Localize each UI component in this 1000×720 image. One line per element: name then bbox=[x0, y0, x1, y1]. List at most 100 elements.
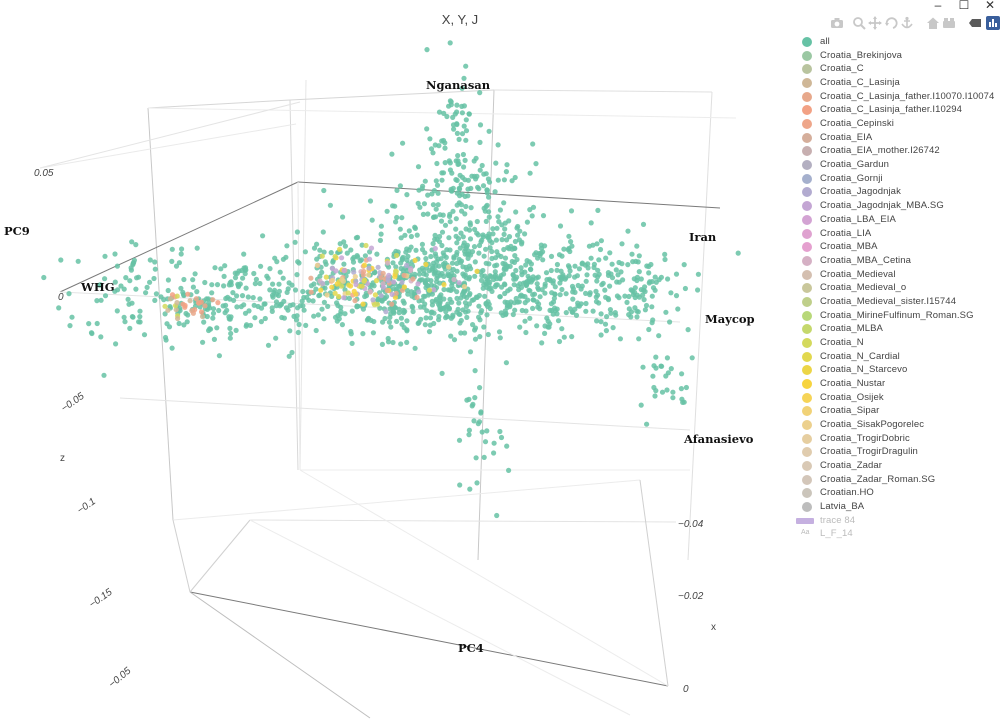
legend-item[interactable]: Croatia_N bbox=[796, 337, 1000, 351]
grid-line bbox=[477, 89, 495, 561]
scatter-point bbox=[472, 336, 479, 342]
close-button[interactable]: ✕ bbox=[984, 0, 996, 12]
legend-item[interactable]: Croatia_EIA bbox=[796, 132, 1000, 146]
legend-item[interactable]: Croatia_Medieval_sister.I15744 bbox=[796, 296, 1000, 310]
plotly-logo-icon[interactable] bbox=[986, 16, 1000, 30]
legend-item[interactable]: Croatia_MBA_Cetina bbox=[796, 255, 1000, 269]
legend-item[interactable]: Croatia_TrogirDragulin bbox=[796, 446, 1000, 460]
scatter-point bbox=[405, 253, 411, 259]
scatter-point bbox=[439, 229, 446, 235]
orbit-icon[interactable] bbox=[884, 16, 898, 30]
legend-item[interactable]: Croatia_Nustar bbox=[796, 378, 1000, 392]
grid-line bbox=[189, 519, 251, 593]
scatter-point bbox=[153, 291, 159, 297]
legend-item[interactable]: trace 84 bbox=[796, 515, 1000, 529]
scatter-point bbox=[489, 248, 495, 255]
scatter-point bbox=[127, 278, 133, 284]
scatter-point bbox=[579, 261, 585, 267]
scatter-point bbox=[598, 332, 604, 338]
scatter-point bbox=[610, 325, 616, 331]
scatter-point bbox=[609, 275, 616, 281]
legend-item[interactable]: Croatia_Cepinski bbox=[796, 118, 1000, 132]
scatter-point bbox=[487, 305, 493, 312]
maximize-button[interactable]: ☐ bbox=[958, 0, 970, 12]
legend-item[interactable]: Croatia_C_Lasinja_father.I10294 bbox=[796, 104, 1000, 118]
legend-item[interactable]: Croatia_Gardun bbox=[796, 159, 1000, 173]
scatter-point bbox=[264, 273, 270, 279]
scatter-point bbox=[178, 251, 184, 257]
camera-icon[interactable] bbox=[830, 16, 844, 30]
legend-item[interactable]: Croatia_C bbox=[796, 63, 1000, 77]
scatter-point bbox=[404, 262, 410, 268]
zoom-icon[interactable] bbox=[852, 16, 866, 30]
turntable-icon[interactable] bbox=[900, 16, 914, 30]
scatter-point bbox=[189, 308, 195, 314]
scatter-point bbox=[204, 313, 210, 320]
legend-item[interactable]: Croatia_LIA bbox=[796, 228, 1000, 242]
legend-item[interactable]: Croatia_Medieval bbox=[796, 269, 1000, 283]
home-icon[interactable] bbox=[926, 16, 940, 30]
scatter-point bbox=[334, 281, 340, 287]
scatter-point bbox=[447, 219, 453, 225]
scatter-point bbox=[398, 235, 404, 241]
scatter-point bbox=[419, 186, 425, 192]
scatter-point bbox=[121, 314, 127, 320]
legend-item[interactable]: Croatia_Jagodnjak bbox=[796, 186, 1000, 200]
legend-item[interactable]: Aa L_F_14 bbox=[796, 528, 1000, 542]
legend-item[interactable]: Croatia_EIA_mother.I26742 bbox=[796, 145, 1000, 159]
scatter-point bbox=[228, 282, 234, 288]
scatter-point bbox=[416, 319, 422, 326]
legend-item[interactable]: Croatia_Jagodnjak_MBA.SG bbox=[796, 200, 1000, 214]
legend-item[interactable]: Croatia_Zadar bbox=[796, 460, 1000, 474]
scatter-point bbox=[425, 211, 431, 217]
legend-item[interactable]: Croatia_MLBA bbox=[796, 323, 1000, 337]
scatter-point bbox=[466, 432, 472, 438]
legend-item[interactable]: all bbox=[796, 36, 1000, 50]
legend-item[interactable]: Croatia_Zadar_Roman.SG bbox=[796, 474, 1000, 488]
scatter-point bbox=[321, 299, 327, 305]
legend-item[interactable]: Croatia_MirineFulfinum_Roman.SG bbox=[796, 310, 1000, 324]
legend-item[interactable]: Croatia_Osijek bbox=[796, 392, 1000, 406]
minimize-button[interactable]: – bbox=[934, 0, 942, 12]
scatter-point bbox=[115, 287, 121, 293]
legend-item[interactable]: Croatian.HO bbox=[796, 487, 1000, 501]
hover-icon[interactable] bbox=[968, 16, 982, 30]
scatter-point bbox=[167, 296, 173, 302]
scatter-point bbox=[320, 229, 326, 235]
scatter-point bbox=[352, 298, 358, 304]
scatter-point bbox=[533, 161, 539, 167]
legend-item[interactable]: Croatia_SisakPogorelec bbox=[796, 419, 1000, 433]
legend-item[interactable]: Latvia_BA bbox=[796, 501, 1000, 515]
legend-item[interactable]: Croatia_Medieval_o bbox=[796, 282, 1000, 296]
legend-item[interactable]: Croatia_Gornji bbox=[796, 173, 1000, 187]
scatter-point bbox=[634, 243, 640, 249]
scatter-point bbox=[435, 256, 441, 262]
scatter-point bbox=[550, 278, 556, 284]
legend-item[interactable]: Croatia_TrogirDobric bbox=[796, 433, 1000, 447]
scatter-point bbox=[468, 252, 474, 258]
scatter-point bbox=[554, 267, 560, 273]
legend-item[interactable]: Croatia_LBA_EIA bbox=[796, 214, 1000, 228]
legend-item[interactable]: Croatia_MBA bbox=[796, 241, 1000, 255]
scatter-point bbox=[501, 231, 507, 237]
legend-item[interactable]: Croatia_Sipar bbox=[796, 405, 1000, 419]
scatter-point bbox=[210, 315, 216, 321]
pan-icon[interactable] bbox=[868, 16, 882, 30]
legend-item[interactable]: Croatia_N_Starcevo bbox=[796, 364, 1000, 378]
legend-item[interactable]: Croatia_N_Cardial bbox=[796, 351, 1000, 365]
scatter-point bbox=[471, 244, 478, 250]
scatter-point bbox=[421, 293, 427, 299]
scatter-point bbox=[352, 274, 358, 280]
scatter-point bbox=[530, 141, 536, 147]
legend-item[interactable]: Croatia_C_Lasinja bbox=[796, 77, 1000, 91]
scatter-point bbox=[506, 246, 512, 252]
scatter-point bbox=[367, 288, 373, 294]
scatter-point bbox=[462, 300, 468, 306]
legend-marker-swatch bbox=[802, 310, 812, 321]
legend-marker-swatch bbox=[802, 50, 812, 61]
scatter-point bbox=[216, 353, 222, 359]
legend-item[interactable]: Croatia_Brekinjova bbox=[796, 50, 1000, 64]
legend-item[interactable]: Croatia_C_Lasinja_father.I10070.I10074 bbox=[796, 91, 1000, 105]
camera-reset-icon[interactable] bbox=[942, 16, 956, 30]
